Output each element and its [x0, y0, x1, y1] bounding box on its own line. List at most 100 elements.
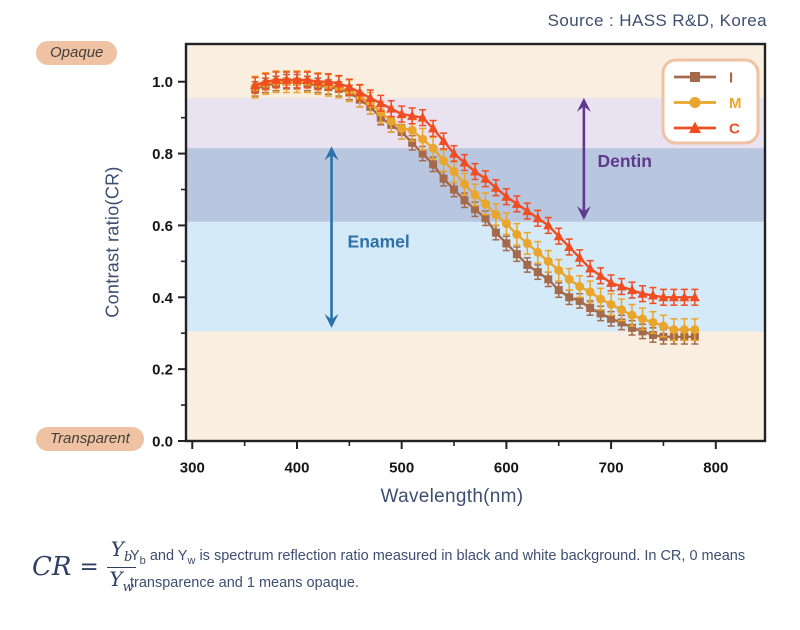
legend-label: C [729, 121, 740, 138]
square-marker-icon [450, 185, 459, 194]
y-tick-label: 0.0 [152, 434, 173, 451]
square-marker-icon [617, 318, 626, 327]
triangle-marker-icon [490, 182, 501, 192]
y-axis-title: Contrast ratio(CR) [102, 166, 123, 318]
arrowhead-down-icon [576, 206, 591, 221]
circle-marker-icon [439, 156, 449, 166]
circle-marker-icon [627, 310, 637, 320]
triangle-marker-icon [312, 76, 323, 86]
enamel-label: Enamel [348, 232, 410, 252]
triangle-marker-icon [595, 270, 606, 280]
triangle-marker-icon [407, 110, 418, 120]
triangle-marker-icon [689, 121, 701, 133]
x-tick-label: 400 [284, 459, 309, 476]
y-tick-label: 0.4 [152, 290, 174, 307]
square-marker-icon [575, 296, 584, 305]
circle-marker-icon [418, 134, 428, 144]
triangle-marker-icon [333, 78, 344, 88]
square-marker-icon [523, 260, 532, 269]
circle-marker-icon [658, 321, 668, 331]
circle-marker-icon [669, 325, 679, 335]
triangle-marker-icon [344, 81, 355, 92]
legend-item-M: M [674, 95, 742, 112]
legend-label: I [729, 70, 733, 87]
square-marker-icon [512, 250, 521, 259]
formula-denominator: Yw [109, 566, 134, 595]
circle-marker-icon [554, 265, 564, 275]
circle-marker-icon [637, 314, 647, 324]
dentin-range-arrow: Dentin [576, 97, 652, 221]
circle-marker-icon [564, 274, 574, 284]
square-marker-icon [481, 214, 490, 223]
square-marker-icon [460, 196, 469, 205]
y-tick-label: 1.0 [152, 74, 173, 91]
x-tick-label: 700 [599, 459, 624, 476]
transparent-badge: Transparent [36, 427, 144, 451]
circle-marker-icon [617, 305, 627, 315]
enamel-range-arrow: Enamel [324, 146, 410, 328]
triangle-marker-icon [637, 288, 648, 298]
series-C [250, 71, 700, 306]
y-tick-label: 0.8 [152, 146, 173, 163]
opaque-badge: Opaque [36, 41, 118, 65]
triangle-marker-icon [260, 76, 271, 86]
circle-marker-icon [449, 167, 459, 177]
triangle-marker-icon [501, 191, 512, 201]
triangle-marker-icon [386, 103, 397, 113]
square-marker-icon [554, 286, 563, 295]
circle-marker-icon [679, 325, 689, 335]
triangle-marker-icon [574, 252, 585, 262]
formula-equals: = [79, 553, 99, 580]
triangle-marker-icon [668, 291, 679, 302]
formula-fraction: Yb Yw [106, 538, 137, 595]
square-marker-icon [586, 304, 595, 313]
dentin-label: Dentin [597, 151, 651, 171]
triangle-marker-icon [302, 74, 313, 84]
square-marker-icon [596, 309, 605, 318]
square-marker-icon [470, 205, 479, 214]
triangle-marker-icon [438, 135, 449, 146]
triangle-marker-icon [543, 219, 554, 230]
square-marker-icon [628, 323, 637, 332]
legend: IMC [661, 58, 760, 145]
cr-formula: CR = Yb Yw [32, 538, 137, 595]
triangle-marker-icon [480, 173, 491, 183]
circle-marker-icon [585, 287, 595, 297]
formula-lhs: CR [32, 551, 72, 582]
legend-item-I: I [674, 70, 733, 87]
legend-item-C: C [674, 121, 740, 138]
arrowhead-up-icon [576, 97, 591, 112]
square-marker-icon [533, 268, 542, 277]
circle-marker-icon [512, 229, 522, 239]
triangle-marker-icon [553, 230, 564, 241]
square-marker-icon [491, 228, 500, 237]
square-marker-icon [544, 275, 553, 284]
circle-marker-icon [470, 190, 480, 200]
triangle-marker-icon [271, 74, 282, 84]
square-marker-icon [429, 160, 438, 169]
enamel-only-zone-band [186, 221, 765, 332]
square-marker-icon [565, 293, 574, 302]
triangle-marker-icon [459, 157, 470, 167]
circle-marker-icon [386, 116, 396, 126]
source-credit: Source : HASS R&D, Korea [547, 11, 767, 30]
circle-marker-icon [480, 199, 490, 209]
circle-marker-icon [460, 179, 470, 189]
circle-marker-icon [533, 247, 543, 257]
circle-marker-icon [575, 282, 585, 292]
y-tick-label: 0.2 [152, 362, 173, 379]
triangle-marker-icon [689, 291, 700, 302]
x-tick-label: 300 [180, 459, 205, 476]
circle-marker-icon [397, 123, 407, 133]
triangle-marker-icon [627, 284, 638, 295]
circle-marker-icon [428, 143, 438, 153]
footnote-text: Yb and Yw is spectrum reflection ratio m… [130, 548, 746, 591]
square-marker-icon [408, 138, 417, 147]
axis-ticks: 300 400 500 600 700 800 0.0 0.2 0.4 0.6 0.8 1.0 [152, 74, 728, 476]
circle-marker-icon [606, 299, 616, 309]
triangle-marker-icon [250, 79, 261, 90]
circle-marker-icon [522, 238, 532, 248]
x-tick-label: 800 [703, 459, 728, 476]
square-marker-icon [690, 72, 700, 82]
triangle-marker-icon [679, 291, 690, 302]
